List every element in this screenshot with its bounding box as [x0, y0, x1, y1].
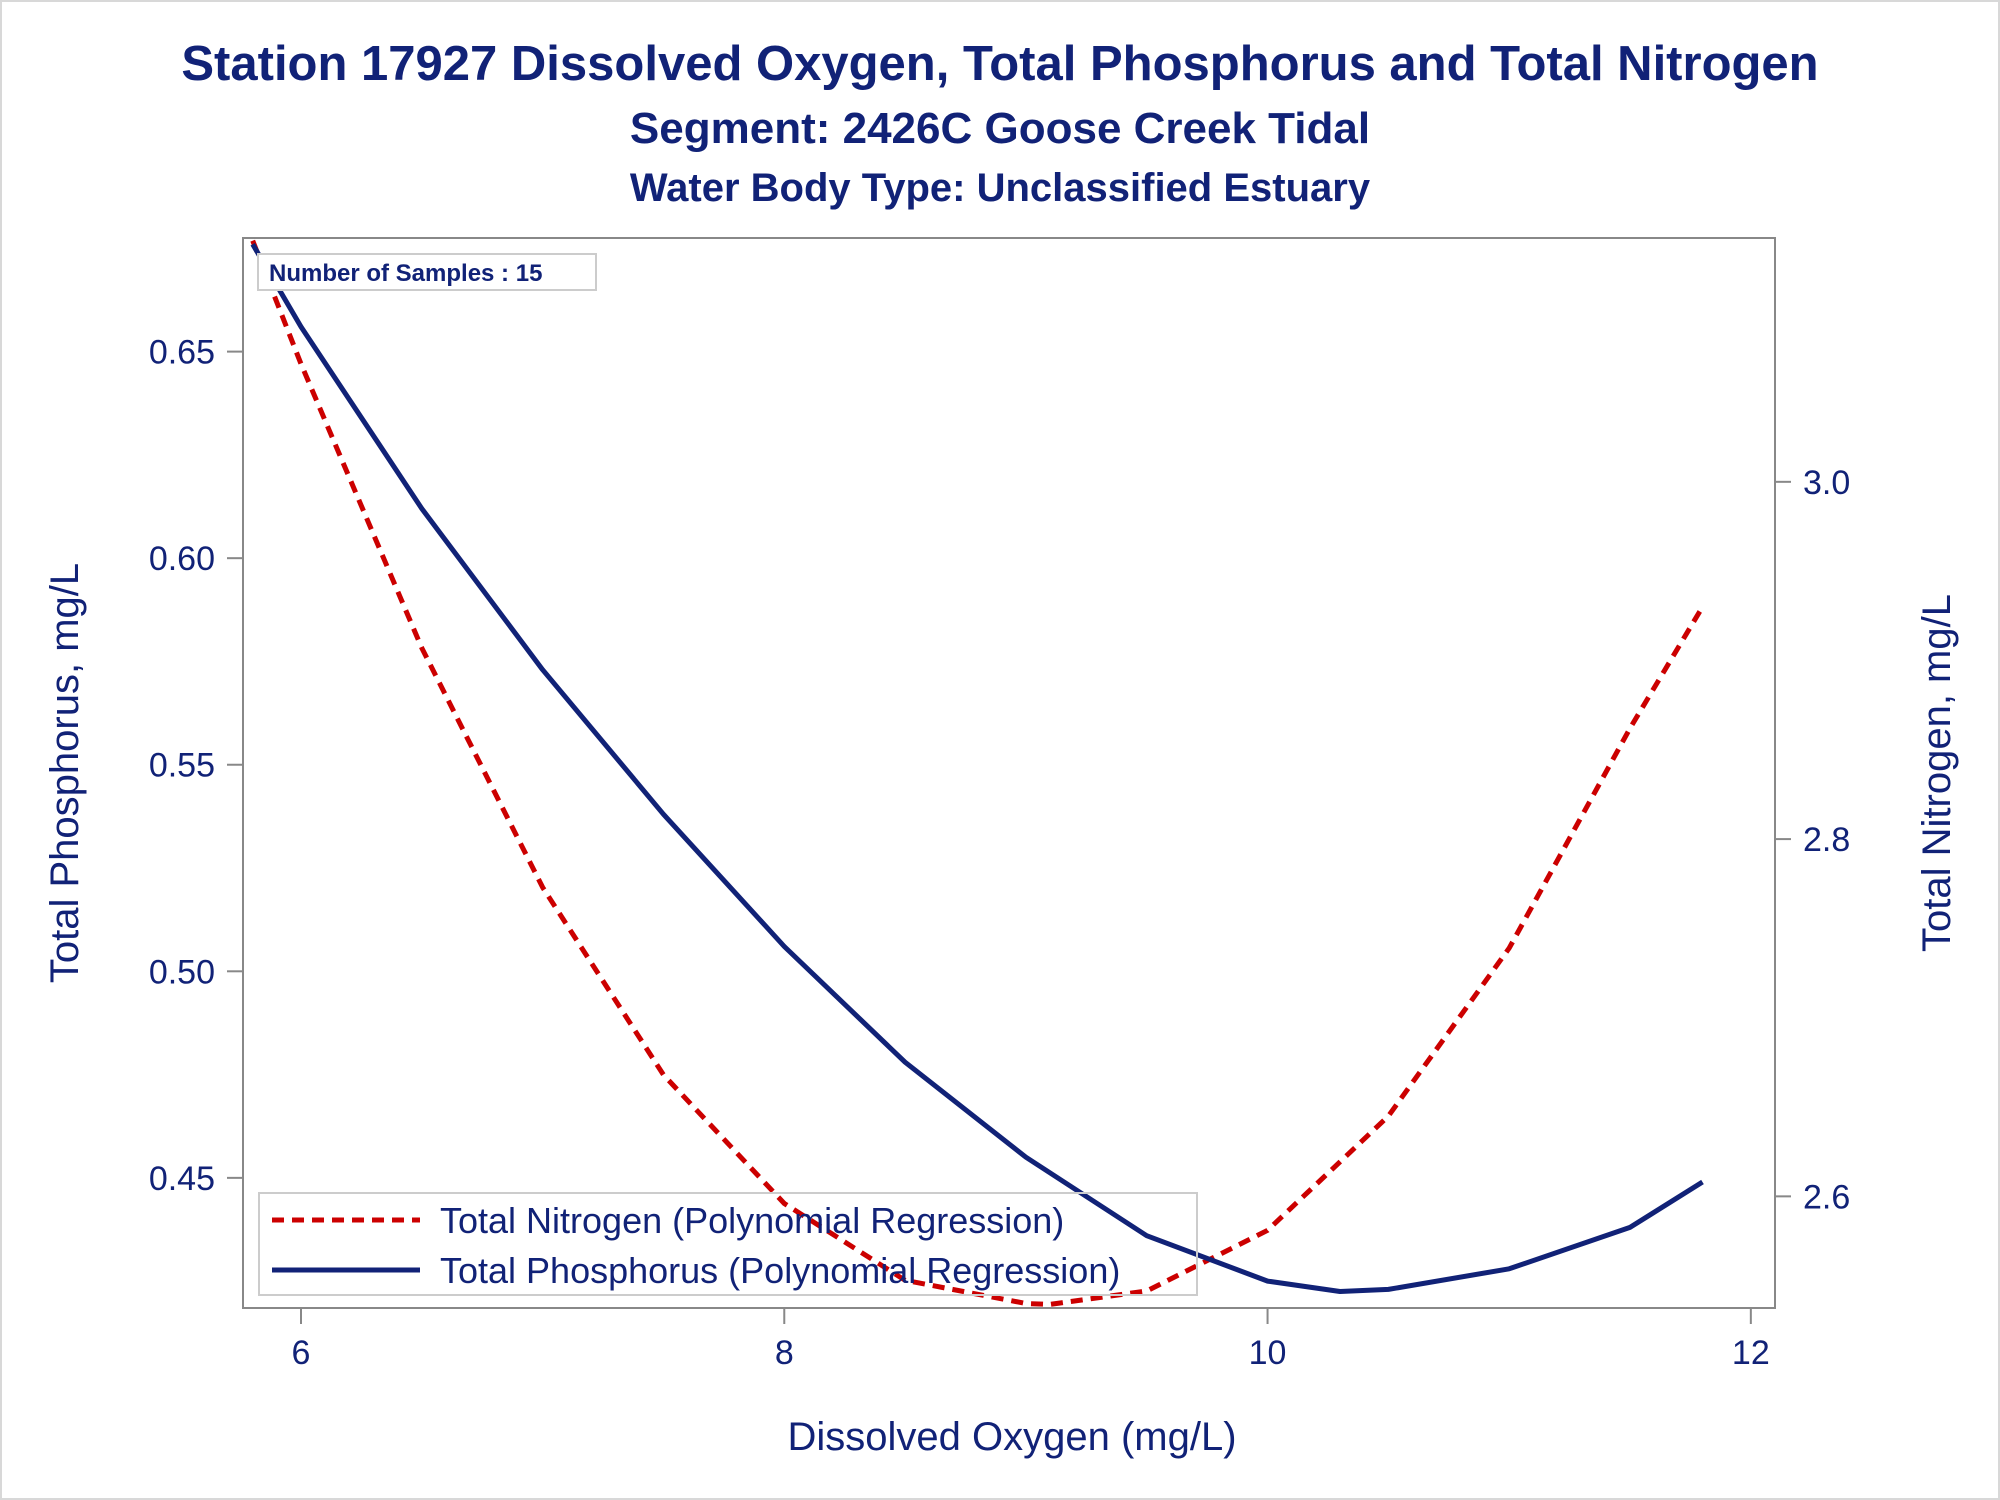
y-axis-label: Total Phosphorus, mg/L: [43, 563, 87, 983]
legend-label-nitrogen: Total Nitrogen (Polynomial Regression): [440, 1200, 1064, 1241]
series-line-phosphorus: [250, 242, 1704, 1294]
samples-annotation: Number of Samples : 15: [257, 253, 597, 291]
chart-subtitle: Segment: 2426C Goose Creek Tidal: [629, 104, 1371, 153]
legend-box: [258, 1192, 1198, 1296]
legend-label-phosphorus: Total Phosphorus (Polynomial Regression): [440, 1250, 1120, 1291]
y-tick-label: 0.65: [149, 334, 215, 372]
y-tick-label: 0.55: [149, 747, 215, 785]
ticks-layer: 6 8 10 12 0.45 0.50 0.55 0.60 0.65 2.6 2.8 3.0: [149, 334, 1850, 1372]
samples-annotation-box: [257, 253, 597, 291]
x-axis-label: Dissolved Oxygen (mg/L): [787, 1415, 1236, 1459]
y-tick-label: 0.60: [149, 540, 215, 578]
x-tick-label: 10: [1249, 1334, 1287, 1372]
x-tick-label: 12: [1732, 1334, 1770, 1372]
y-tick-label: 0.50: [149, 953, 215, 991]
y2-tick-label: 2.8: [1803, 821, 1850, 859]
y2-tick-label: 2.6: [1803, 1178, 1850, 1216]
samples-annotation-text: Number of Samples : 15: [269, 260, 542, 287]
chart-title: Station 17927 Dissolved Oxygen, Total Ph…: [181, 37, 1819, 91]
x-tick-label: 8: [775, 1334, 794, 1372]
series-layer: [250, 239, 1705, 1307]
y2-tick-label: 3.0: [1803, 464, 1850, 502]
legend: Total Nitrogen (Polynomial Regression) T…: [258, 1192, 1198, 1296]
plot-area: [242, 237, 1776, 1309]
chart-subtitle-2: Water Body Type: Unclassified Estuary: [629, 166, 1371, 210]
x-tick-label: 6: [292, 1334, 311, 1372]
series-line-nitrogen: [250, 239, 1705, 1307]
y2-axis-label: Total Nitrogen, mg/L: [1915, 594, 1959, 952]
y-tick-label: 0.45: [149, 1160, 215, 1198]
